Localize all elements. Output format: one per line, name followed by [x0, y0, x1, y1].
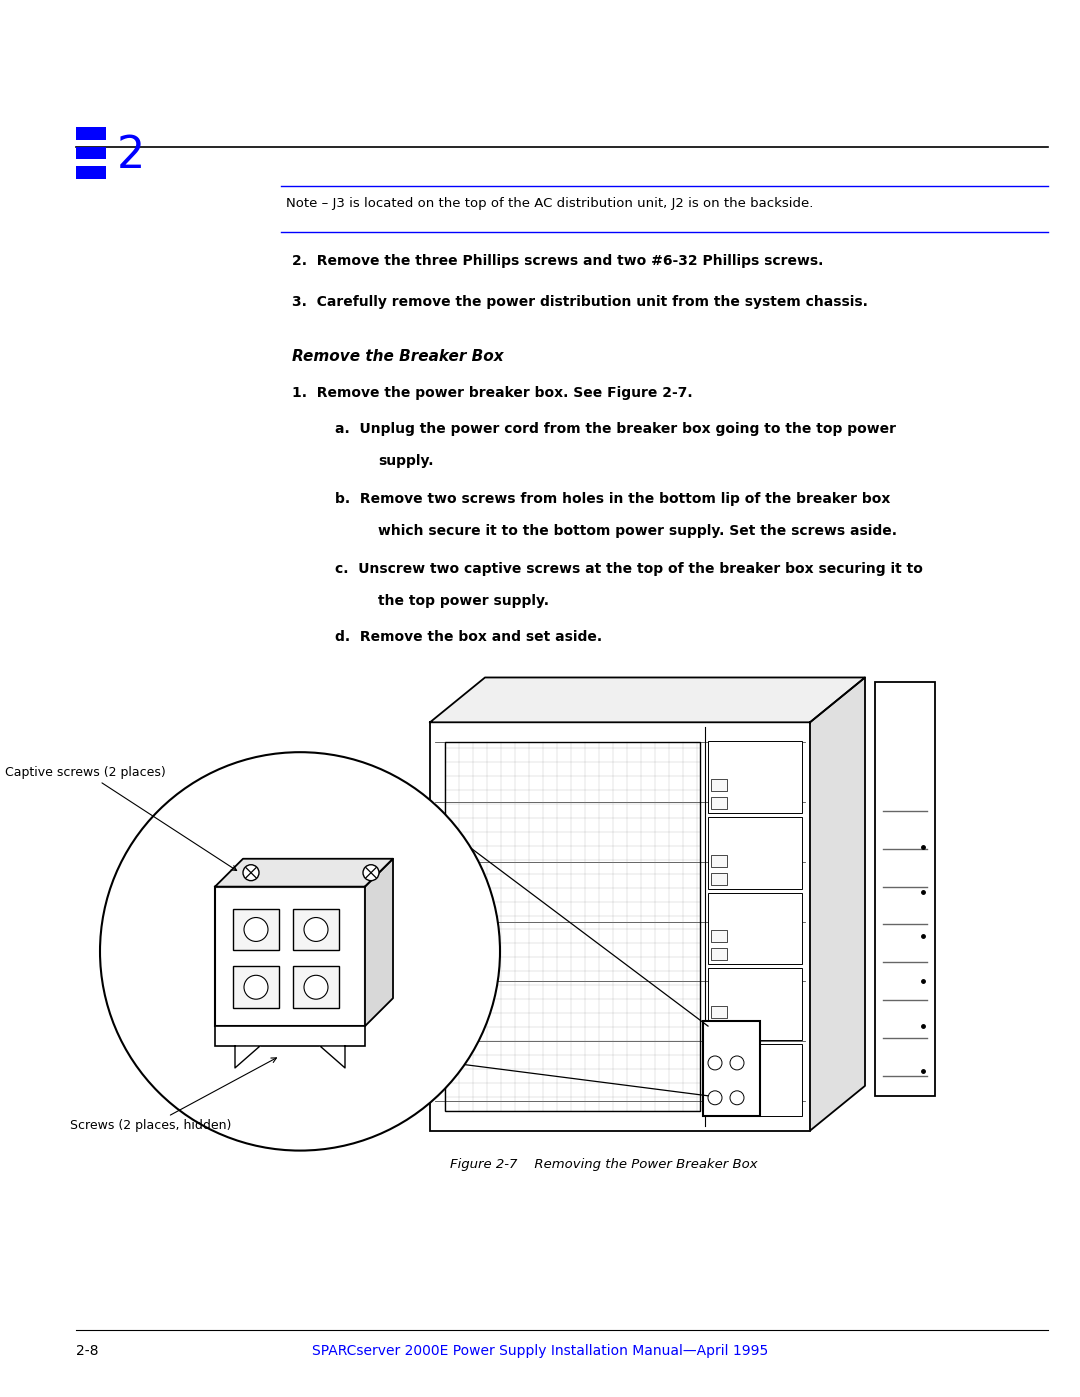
Bar — [215, 1025, 365, 1046]
Text: c.  Unscrew two captive screws at the top of the breaker box securing it to: c. Unscrew two captive screws at the top… — [335, 562, 922, 576]
Polygon shape — [430, 678, 865, 722]
Bar — [711, 949, 727, 960]
Text: Note – J3 is located on the top of the AC distribution unit, J2 is on the backsi: Note – J3 is located on the top of the A… — [286, 197, 813, 210]
Text: 2.  Remove the three Phillips screws and two #6-32 Phillips screws.: 2. Remove the three Phillips screws and … — [292, 254, 823, 268]
Text: 1.  Remove the power breaker box. See Figure 2-7.: 1. Remove the power breaker box. See Fig… — [292, 386, 692, 400]
Circle shape — [730, 1091, 744, 1105]
Bar — [711, 1099, 727, 1112]
Bar — [430, 722, 810, 1130]
Bar — [708, 968, 802, 1039]
Bar — [711, 1024, 727, 1037]
Circle shape — [243, 865, 259, 880]
Bar — [293, 908, 339, 950]
Bar — [711, 873, 727, 884]
Text: 2: 2 — [117, 134, 145, 177]
Bar — [215, 887, 365, 1025]
Text: 2-8: 2-8 — [76, 1344, 98, 1358]
Circle shape — [708, 1056, 723, 1070]
Text: b.  Remove two screws from holes in the bottom lip of the breaker box: b. Remove two screws from holes in the b… — [335, 492, 890, 506]
Bar — [708, 1044, 802, 1116]
Bar — [76, 166, 106, 179]
Polygon shape — [235, 1046, 260, 1067]
Bar — [875, 683, 935, 1095]
Text: the top power supply.: the top power supply. — [378, 594, 549, 608]
Circle shape — [244, 975, 268, 999]
Text: supply.: supply. — [378, 454, 433, 468]
Bar — [711, 855, 727, 866]
Bar — [233, 908, 279, 950]
Polygon shape — [320, 1046, 345, 1067]
Bar — [708, 742, 802, 813]
Bar — [293, 967, 339, 1009]
Circle shape — [363, 865, 379, 880]
Bar — [711, 1081, 727, 1094]
Text: Screws (2 places, hidden): Screws (2 places, hidden) — [70, 1058, 276, 1132]
Bar — [711, 930, 727, 943]
Bar — [711, 780, 727, 791]
Bar — [445, 742, 700, 1111]
Bar — [708, 893, 802, 964]
Bar — [76, 127, 106, 140]
Circle shape — [244, 918, 268, 942]
Circle shape — [303, 975, 328, 999]
Text: 3.  Carefully remove the power distribution unit from the system chassis.: 3. Carefully remove the power distributi… — [292, 295, 867, 309]
Bar — [708, 817, 802, 888]
Circle shape — [708, 1091, 723, 1105]
Bar — [711, 798, 727, 809]
Text: SPARCserver 2000E Power Supply Installation Manual—April 1995: SPARCserver 2000E Power Supply Installat… — [312, 1344, 768, 1358]
Circle shape — [730, 1056, 744, 1070]
Text: Figure 2-7    Removing the Power Breaker Box: Figure 2-7 Removing the Power Breaker Bo… — [450, 1158, 758, 1171]
Circle shape — [100, 752, 500, 1151]
Polygon shape — [810, 678, 865, 1130]
Text: d.  Remove the box and set aside.: d. Remove the box and set aside. — [335, 630, 602, 644]
Bar — [76, 147, 106, 159]
Text: Remove the Breaker Box: Remove the Breaker Box — [292, 349, 503, 365]
Text: a.  Unplug the power cord from the breaker box going to the top power: a. Unplug the power cord from the breake… — [335, 422, 895, 436]
Text: Captive screws (2 places): Captive screws (2 places) — [5, 766, 237, 870]
Bar — [233, 967, 279, 1009]
Bar — [711, 1006, 727, 1018]
Polygon shape — [215, 859, 393, 887]
Bar — [703, 1021, 760, 1116]
Circle shape — [303, 918, 328, 942]
Text: which secure it to the bottom power supply. Set the screws aside.: which secure it to the bottom power supp… — [378, 524, 897, 538]
Polygon shape — [365, 859, 393, 1025]
